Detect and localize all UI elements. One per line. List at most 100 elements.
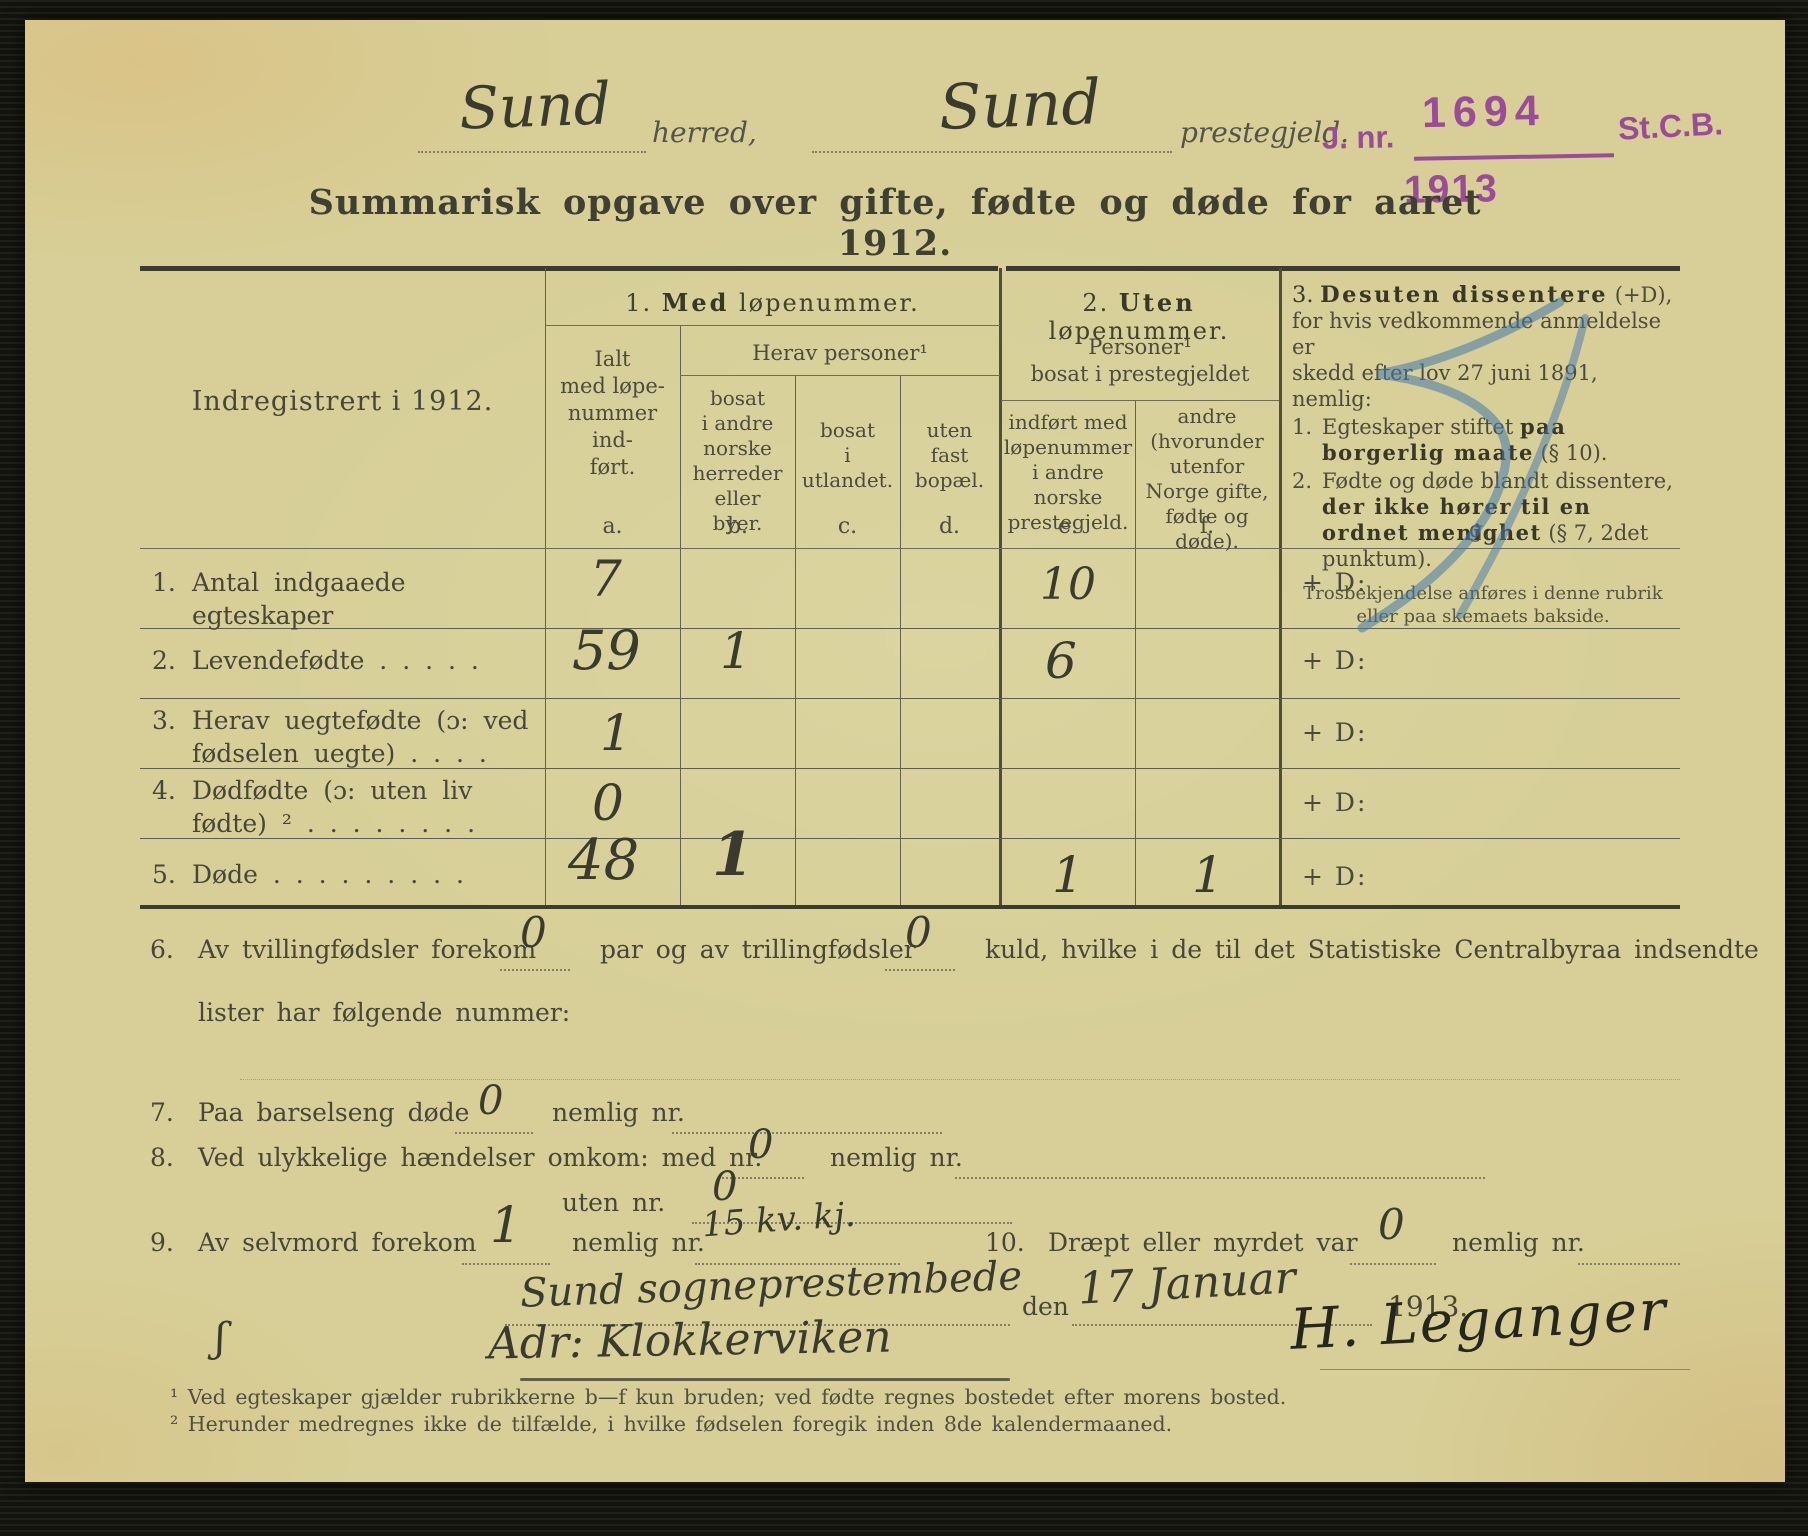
hline-header-bottom: [140, 548, 1680, 549]
address-underline: [520, 1378, 1010, 1381]
prestegjeld-label: prestegjeld.: [1180, 116, 1350, 149]
table-top-rule-left: [140, 266, 998, 271]
section6-value2: 0: [905, 908, 932, 957]
col-a-header: Ialt med løpe- nummer ind- ført.: [560, 347, 665, 479]
paper-sheet: [25, 20, 1785, 1482]
group2-rest: løpenummer.: [1048, 317, 1230, 345]
footnote-2: ² Herunder medregnes ikke de tilfælde, i…: [170, 1412, 1173, 1436]
row5-value-b: 1: [712, 820, 754, 890]
vline-d-e: [999, 268, 1002, 905]
section8-uten-label: uten nr.: [562, 1188, 666, 1217]
section6-text3: kuld, hvilke i de til det Statistiske Ce…: [985, 935, 1759, 964]
blue-pencil-scribble: [1357, 297, 1589, 633]
herred-handwritten-value: Sund: [458, 69, 612, 143]
group1-bold: Med: [661, 288, 730, 317]
vline-a-b: [680, 325, 681, 905]
footnote-1: ¹ Ved egteskaper gjælder rubrikkerne b—f…: [170, 1385, 1287, 1409]
section10-value1: 0: [1378, 1200, 1405, 1249]
year-printed: 1913.: [1388, 1290, 1469, 1323]
herred-dotted-line: [418, 150, 646, 153]
vline-c-d: [900, 375, 901, 905]
hline-under-personer: [1001, 400, 1279, 401]
hline-row2: [140, 698, 1680, 699]
group2-bold: Uten: [1118, 288, 1196, 317]
section10-dots1: [1350, 1262, 1436, 1265]
herav-header: Herav personer¹: [752, 341, 928, 365]
row1-value-a: 7: [590, 550, 622, 608]
vline-f-g: [1279, 268, 1282, 905]
signature-line: [1320, 1368, 1690, 1370]
section7-value1: 0: [478, 1078, 504, 1124]
row4-label: Dødfødte (ɔ: uten liv fødte) ² . . . . .…: [192, 776, 476, 838]
row3-value-a: 1: [600, 704, 632, 762]
hline-under-herav: [680, 375, 1000, 376]
group3-block: 3. Desuten dissentere (+D), for hvis ved…: [1292, 282, 1674, 628]
section7-text1: Paa barselseng døde: [198, 1098, 470, 1127]
group3-no: 3.: [1292, 282, 1314, 308]
date-dotted-line: [1072, 1323, 1372, 1326]
vline-e-f: [1135, 400, 1136, 905]
group1-rest: løpenummer.: [729, 289, 920, 317]
hline-row4: [140, 838, 1680, 839]
section7-number: 7.: [150, 1098, 174, 1127]
group3-item1-text: Egteskaper stiftet paa borgerlig maate (…: [1322, 414, 1608, 465]
row2-label: Levendefødte . . . . .: [192, 646, 479, 675]
section9-dots2: [695, 1262, 900, 1265]
section10-dots2: [1578, 1262, 1680, 1265]
stray-pen-mark: ʃ: [215, 1315, 226, 1361]
section8-number: 8.: [150, 1143, 174, 1172]
hline-row3: [140, 768, 1680, 769]
group1-no: 1.: [625, 289, 653, 317]
statistics-table: Indregistrert i 1912. 1. Med løpenummer.…: [140, 268, 1680, 905]
row5-dissenter-label: + D:: [1302, 862, 1368, 891]
letter-b: b.: [726, 514, 749, 539]
group3-item1: 1. Egteskaper stiftet paa borgerlig maat…: [1292, 414, 1674, 466]
herred-label: herred,: [652, 116, 757, 149]
section9-text1: Av selvmord forekom: [198, 1228, 477, 1257]
group2-title: 2. Uten løpenummer.: [999, 288, 1279, 345]
section6-dots2: [885, 968, 955, 971]
row5-number: 5.: [152, 860, 176, 889]
row1-dissenter-label: + D:: [1302, 568, 1368, 597]
section6-text4: lister har følgende nummer:: [198, 998, 571, 1027]
section6-text2: par og av trillingfødsler: [600, 935, 916, 964]
section8-text1: Ved ulykkelige hændelser omkom: med nr.: [198, 1143, 763, 1172]
row3-dissenter-label: + D:: [1302, 718, 1368, 747]
section9-number: 9.: [150, 1228, 174, 1257]
journal-number-stamp-label: J. nr.: [1321, 119, 1395, 156]
row5-value-a: 48: [568, 828, 640, 893]
row1-label: Antal indgaaede egteskaper: [192, 568, 406, 630]
row5-label: Døde . . . . . . . . .: [192, 860, 464, 889]
section6-dots1: [500, 968, 570, 971]
section7-dots2: [672, 1131, 942, 1134]
col-f-header: andre (hvorunder utenfor Norge gifte, fø…: [1145, 404, 1269, 553]
table-bottom-rule: [140, 905, 1680, 909]
row2-value-a: 59: [572, 619, 641, 682]
letter-c: c.: [837, 514, 858, 539]
section8-dots1: [722, 1176, 804, 1179]
corner-label: Indregistrert i 1912.: [191, 386, 494, 417]
section8-value1: 0: [748, 1122, 774, 1168]
section9-value1: 1: [490, 1196, 522, 1254]
section8-text2: nemlig nr.: [830, 1143, 963, 1172]
row5-value-e: 1: [1052, 846, 1084, 904]
vline-label-a: [545, 268, 546, 905]
prestegjeld-handwritten-value: Sund: [937, 65, 1103, 144]
group2-no: 2.: [1082, 289, 1110, 317]
row5-value-f: 1: [1192, 846, 1224, 904]
stamp-office-label: St.C.B.: [1617, 105, 1724, 147]
row1-number: 1.: [152, 568, 176, 597]
col-e-header: indført med løpenummer i andre norske pr…: [1003, 410, 1133, 534]
row2-number: 2.: [152, 646, 176, 675]
row3-number: 3.: [152, 706, 176, 735]
col-b-header: bosat i andre norske herreder eller byer…: [692, 386, 783, 535]
section8-uten-value: 0: [712, 1164, 738, 1210]
row2-dissenter-label: + D:: [1302, 646, 1368, 675]
letter-a: a.: [602, 514, 623, 539]
hline-under-group1: [545, 325, 1000, 326]
prestegjeld-dotted-line: [812, 150, 1172, 153]
table-top-rule-right: [1006, 266, 1680, 271]
row4-dissenter-label: + D:: [1302, 788, 1368, 817]
page-title: Summarisk opgave over gifte, fødte og dø…: [308, 182, 1482, 264]
